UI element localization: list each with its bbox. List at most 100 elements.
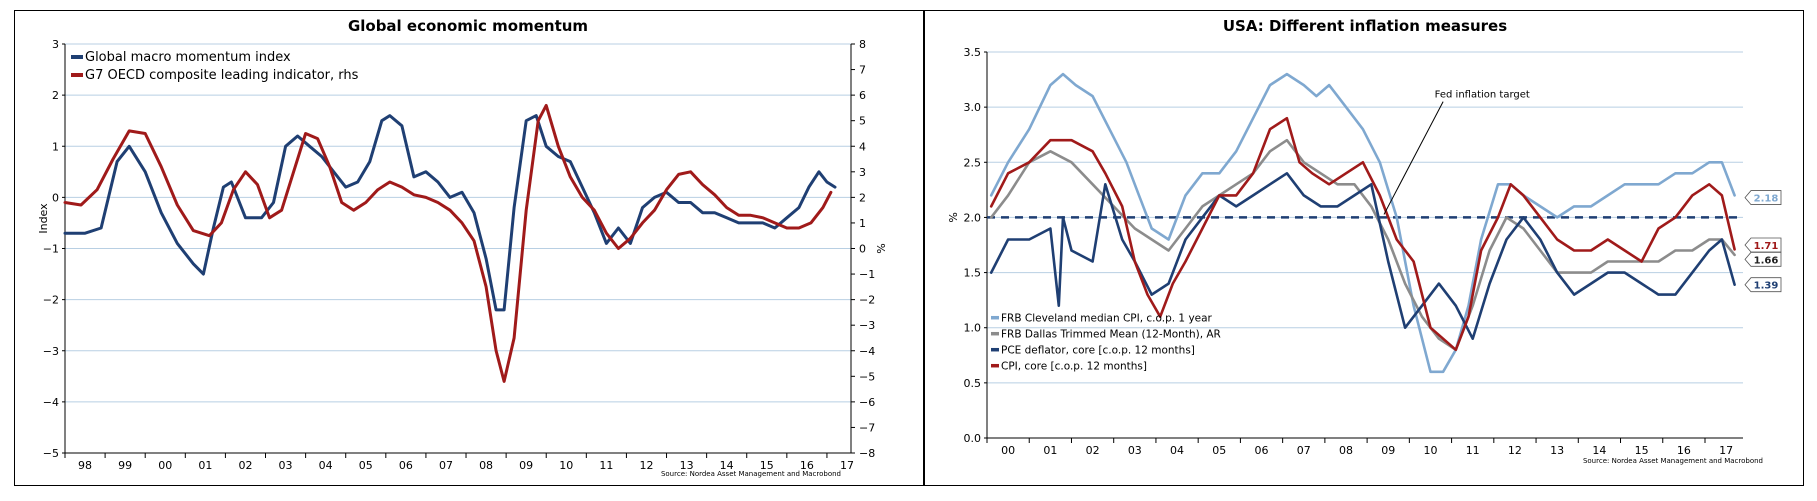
x-tick-label: 98 [78, 459, 92, 472]
y-tick-label: −2 [43, 294, 59, 307]
legend-entry: G7 OECD composite leading indicator, rhs [85, 68, 359, 83]
y-axis-label: % [947, 212, 960, 222]
y2-tick-label: 6 [859, 89, 866, 102]
end-label-box [1744, 251, 1782, 267]
y-tick-label: 0.5 [964, 377, 982, 390]
source-note: Source: Nordea Asset Management and Macr… [1583, 457, 1763, 465]
fed-target-annotation: Fed inflation target [1435, 90, 1530, 101]
y2-tick-label: −6 [859, 396, 875, 409]
y2-tick-label: 8 [859, 38, 866, 51]
y-tick-label: 1.5 [964, 267, 982, 280]
y-tick-label: −5 [43, 447, 59, 460]
x-tick-label: 06 [399, 459, 413, 472]
end-label-box [1744, 190, 1782, 205]
x-tick-label: 08 [1339, 444, 1353, 457]
end-label: 2.18 [1754, 194, 1779, 205]
x-tick-label: 12 [1508, 444, 1522, 457]
y2-tick-label: −5 [859, 370, 875, 383]
y-tick-label: −4 [43, 396, 59, 409]
legend-entry: PCE deflator, core [c.o.p. 12 months] [1001, 345, 1195, 357]
y-tick-label: 1.0 [964, 322, 982, 335]
end-label: 1.39 [1754, 281, 1779, 292]
x-tick-label: 09 [519, 459, 533, 472]
y-tick-label: 3.0 [964, 101, 982, 114]
x-tick-label: 11 [599, 459, 613, 472]
end-label-box [1744, 237, 1782, 253]
y2-tick-label: 7 [859, 64, 866, 77]
x-tick-label: 05 [1212, 444, 1226, 457]
y2-tick-label: −1 [859, 268, 875, 281]
end-label: 1.66 [1754, 255, 1779, 266]
x-tick-label: 01 [1043, 444, 1057, 457]
series-line-g7-oecd-cli [63, 103, 833, 383]
series-line-pce-deflator-core [989, 172, 1736, 340]
y2-tick-label: 1 [859, 217, 866, 230]
y2-tick-label: 5 [859, 115, 866, 128]
x-tick-label: 04 [319, 459, 333, 472]
x-tick-label: 99 [118, 459, 132, 472]
end-label-box [1744, 277, 1782, 293]
series-line-cpi-core [989, 116, 1736, 352]
source-note: Source: Nordea Asset Management and Macr… [661, 470, 841, 478]
x-tick-label: 10 [1423, 444, 1437, 457]
y-tick-label: 2.0 [964, 211, 982, 224]
x-tick-label: 00 [1001, 444, 1015, 457]
x-tick-label: 17 [840, 459, 854, 472]
x-tick-label: 02 [238, 459, 252, 472]
series-line-cleveland-median-cpi [989, 72, 1736, 374]
x-tick-label: 05 [359, 459, 373, 472]
x-tick-label: 14 [1592, 444, 1606, 457]
x-tick-label: 07 [1297, 444, 1311, 457]
y2-tick-label: 0 [859, 243, 866, 256]
x-tick-label: 07 [439, 459, 453, 472]
y2-tick-label: −4 [859, 345, 875, 358]
y-tick-label: 2 [52, 89, 59, 102]
x-tick-label: 03 [1128, 444, 1142, 457]
x-tick-label: 16 [1677, 444, 1691, 457]
global-momentum-panel: Global economic momentum 3 2 1 0 −1 −2 −3 −4 −5 8 7… [14, 10, 924, 486]
y-tick-label: 2.5 [964, 156, 982, 169]
x-tick-label: 03 [279, 459, 293, 472]
y-tick-label: −1 [43, 243, 59, 256]
x-tick-label: 02 [1086, 444, 1100, 457]
x-tick-label: 04 [1170, 444, 1184, 457]
legend-entry: Global macro momentum index [85, 50, 291, 65]
x-tick-label: 09 [1381, 444, 1395, 457]
x-tick-label: 13 [1550, 444, 1564, 457]
legend-entry: CPI, core [c.o.p. 12 months] [1001, 361, 1147, 373]
x-tick-label: 10 [559, 459, 573, 472]
legend-entry: FRB Dallas Trimmed Mean (12-Month), AR [1001, 329, 1221, 341]
y2-axis-label: % [874, 243, 887, 253]
x-tick-label: 13 [680, 459, 694, 472]
us-inflation-chart: USA: Different inflation measures 3.5 3.0 2… [947, 17, 1782, 465]
x-tick-label: 11 [1466, 444, 1480, 457]
y2-tick-label: −7 [859, 421, 875, 434]
x-tick-label: 15 [760, 459, 774, 472]
y2-tick-label: −2 [859, 294, 875, 307]
x-tick-label: 14 [720, 459, 734, 472]
chart-title: Global economic momentum [348, 17, 588, 35]
x-tick-label: 08 [479, 459, 493, 472]
x-tick-label: 06 [1255, 444, 1269, 457]
global-momentum-chart: Global economic momentum3210−1−2−3−4−587… [37, 17, 887, 478]
y-tick-label: 1 [52, 140, 59, 153]
y2-tick-label: −3 [859, 319, 875, 332]
y-tick-label: 0.0 [964, 432, 982, 445]
x-tick-label: 15 [1635, 444, 1649, 457]
legend-entry: FRB Cleveland median CPI, c.o.p. 1 year [1001, 313, 1213, 325]
y-tick-label: 3.5 [964, 46, 982, 59]
annotation-arrow [1383, 101, 1444, 215]
x-tick-label: 17 [1719, 444, 1733, 457]
us-inflation-panel: USA: Different inflation measures 3.5 3.0 2… [924, 10, 1804, 486]
end-label: 1.71 [1754, 241, 1779, 252]
y2-tick-label: −8 [859, 447, 875, 460]
series-line-macro-momentum [63, 114, 837, 312]
chart-title: USA: Different inflation measures [1223, 17, 1507, 35]
x-tick-label: 00 [158, 459, 172, 472]
y-tick-label: 3 [52, 38, 59, 51]
x-tick-label: 01 [198, 459, 212, 472]
y2-tick-label: 4 [859, 140, 866, 153]
y-tick-label: 0 [52, 191, 59, 204]
y2-tick-label: 3 [859, 166, 866, 179]
